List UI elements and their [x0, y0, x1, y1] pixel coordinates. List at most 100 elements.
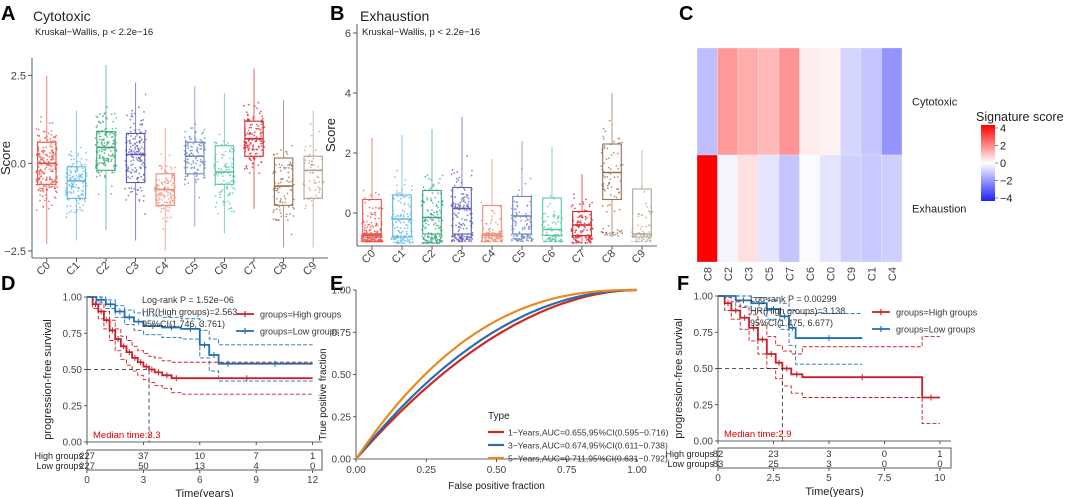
jitter-point: [602, 135, 605, 138]
box-C9: [632, 188, 652, 238]
jitter-point: [279, 200, 282, 202]
jitter-point: [457, 179, 460, 182]
risk-table-cell: 0: [882, 449, 887, 460]
jitter-point: [35, 171, 38, 173]
jitter-point: [433, 234, 436, 237]
jitter-point: [259, 129, 262, 131]
jitter-point: [140, 146, 143, 148]
heatmap-legend-label: 2: [1000, 141, 1006, 153]
jitter-point: [101, 156, 104, 158]
jitter-point: [373, 237, 376, 239]
jitter-point: [197, 168, 199, 171]
jitter-point: [471, 231, 474, 234]
jitter-point: [42, 146, 45, 149]
jitter-point: [221, 143, 223, 146]
jitter-point: [44, 153, 47, 156]
jitter-point: [49, 170, 52, 172]
jitter-point: [153, 188, 156, 191]
jitter-point: [46, 158, 49, 161]
jitter-point: [429, 197, 432, 200]
jitter-point: [194, 138, 197, 140]
x-tick-label: C1: [390, 248, 408, 266]
jitter-point: [402, 215, 405, 218]
jitter-point: [487, 231, 490, 234]
x-tick-label: 3: [141, 475, 147, 486]
jitter-point: [378, 240, 381, 243]
jitter-point: [49, 152, 51, 154]
jitter-point: [279, 181, 282, 184]
jitter-point: [311, 164, 314, 167]
jitter-point: [459, 201, 461, 204]
jitter-point: [318, 181, 321, 183]
jitter-point: [112, 165, 115, 168]
jitter-point: [39, 194, 42, 196]
jitter-point: [135, 169, 138, 172]
jitter-point: [216, 161, 219, 163]
jitter-point: [99, 156, 101, 159]
jitter-point: [522, 240, 525, 243]
jitter-point: [547, 205, 549, 208]
jitter-point: [577, 225, 580, 228]
jitter-point: [162, 228, 165, 231]
jitter-point: [462, 197, 464, 199]
jitter-point: [616, 229, 619, 231]
jitter-point: [98, 149, 101, 152]
x-tick-label: C5: [510, 248, 528, 266]
jitter-point: [111, 145, 113, 148]
jitter-point: [618, 208, 621, 211]
jitter-point: [53, 187, 56, 190]
x-tick-label: 0.25: [417, 465, 437, 476]
jitter-point: [38, 172, 40, 175]
jitter-point: [37, 128, 40, 131]
jitter-point: [406, 224, 409, 227]
jitter-point: [318, 130, 321, 133]
jitter-point: [362, 240, 365, 243]
jitter-point: [166, 205, 169, 208]
jitter-point: [165, 171, 168, 174]
jitter-point: [525, 212, 528, 215]
jitter-point: [42, 190, 45, 193]
jitter-point: [397, 192, 400, 194]
jitter-point: [101, 139, 104, 142]
jitter-point: [251, 162, 254, 165]
jitter-point: [134, 138, 136, 140]
jitter-point: [421, 242, 424, 244]
jitter-point: [187, 182, 190, 185]
heatmap-col-label: C6: [805, 267, 817, 281]
jitter-point: [406, 227, 409, 229]
jitter-point: [55, 191, 58, 194]
jitter-point: [402, 213, 405, 216]
jitter-point: [407, 215, 409, 218]
jitter-point: [110, 192, 113, 195]
jitter-point: [128, 140, 131, 143]
jitter-point: [366, 226, 369, 229]
jitter-point: [435, 242, 438, 244]
jitter-point: [169, 200, 172, 203]
jitter-point: [198, 144, 201, 147]
y-tick-label: 2.5: [11, 71, 26, 83]
jitter-point: [603, 189, 606, 192]
jitter-point: [411, 240, 414, 243]
jitter-point: [313, 181, 316, 184]
jitter-point: [363, 227, 366, 229]
y-tick-label: 0.25: [63, 401, 83, 412]
risk-table-cell: 0: [937, 459, 942, 470]
jitter-point: [215, 173, 218, 176]
jitter-point: [230, 162, 233, 165]
jitter-point: [85, 172, 88, 175]
jitter-point: [370, 211, 373, 214]
jitter-point: [41, 156, 44, 159]
jitter-point: [52, 180, 55, 183]
jitter-point: [577, 216, 580, 219]
jitter-point: [81, 209, 84, 212]
jitter-point: [216, 175, 219, 177]
risk-table-cell: 1: [937, 449, 942, 460]
jitter-point: [102, 149, 105, 152]
jitter-point: [134, 167, 137, 169]
jitter-point: [142, 119, 144, 121]
jitter-point: [290, 167, 293, 170]
jitter-point: [579, 221, 582, 224]
jitter-point: [263, 140, 266, 143]
jitter-point: [484, 240, 486, 243]
